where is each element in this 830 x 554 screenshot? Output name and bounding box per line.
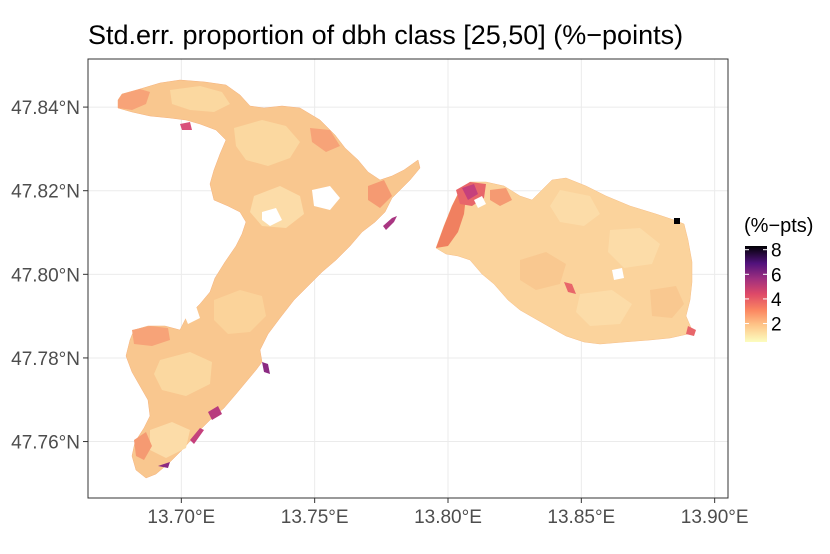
y-tick-label: 47.76°N — [11, 433, 80, 454]
stand-high-error — [686, 326, 696, 336]
region-west-patch — [170, 86, 230, 112]
region-east-gap — [474, 196, 486, 208]
region-east-patch — [650, 286, 684, 318]
region-west-patch — [214, 290, 266, 334]
stand-high-error — [262, 362, 270, 374]
x-tick-label: 13.80°E — [414, 507, 482, 528]
y-tick-label: 47.78°N — [11, 349, 80, 370]
legend-break-label: 4 — [771, 290, 782, 311]
legend-colorbar — [745, 246, 767, 342]
x-tick-label: 13.70°E — [147, 507, 215, 528]
region-west-patch-high — [132, 326, 170, 346]
legend-break-label: 6 — [771, 265, 782, 286]
plot-title: Std.err. proportion of dbh class [25,50]… — [88, 20, 684, 50]
y-tick-label: 47.84°N — [11, 98, 80, 119]
stand-max-error — [674, 218, 680, 224]
region-west-patch-high — [368, 180, 392, 208]
region-west-patch — [234, 120, 300, 166]
region-west-patch-high — [118, 89, 150, 110]
stand-high-error — [208, 406, 222, 420]
region-west-gap — [312, 186, 340, 210]
stand-high-error — [180, 122, 192, 130]
stand-high-error — [190, 428, 204, 444]
stand-high-error — [436, 190, 466, 248]
stand-high-error — [383, 216, 397, 230]
x-tick-label: 13.90°E — [681, 507, 749, 528]
legend-break-label: 2 — [771, 315, 782, 336]
region-east-gap — [612, 268, 624, 280]
stand-high-error — [490, 188, 512, 206]
region-east-patch — [520, 252, 566, 290]
panel-border — [87, 58, 729, 499]
stand-high-error — [462, 184, 478, 200]
stand-high-error — [158, 462, 170, 468]
axes: 13.70°E 13.75°E 13.80°E 13.85°E 13.90°E 47.76… — [11, 98, 748, 528]
y-tick-label: 47.80°N — [11, 265, 80, 286]
stand-high-error — [564, 282, 576, 294]
region-west-gap — [182, 306, 200, 324]
x-tick-label: 13.85°E — [547, 507, 615, 528]
region-east-patch — [550, 190, 600, 226]
region-west-gap — [262, 208, 282, 226]
legend-break-label: 8 — [771, 241, 782, 262]
region-east-patch — [608, 228, 660, 268]
y-tick-label: 47.82°N — [11, 182, 80, 203]
region-west-patch-high — [134, 432, 152, 460]
region-east-patch — [576, 290, 632, 326]
legend: (%−pts) 2 4 6 8 — [744, 215, 813, 342]
region-west-patch — [150, 422, 190, 458]
region-west-patch-high — [310, 128, 340, 152]
region-west-patch — [154, 352, 212, 396]
legend-breaks: 2 4 6 8 — [745, 241, 782, 336]
x-tick-label: 13.75°E — [281, 507, 349, 528]
forest-stands-layer — [117, 79, 696, 479]
legend-title: (%−pts) — [744, 215, 813, 237]
